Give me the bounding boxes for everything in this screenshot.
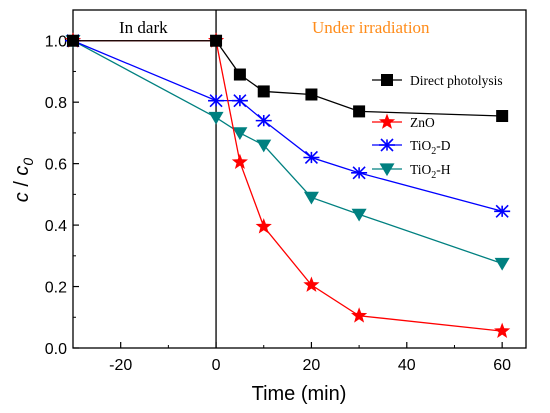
y-axis-title-main: c <box>11 192 33 202</box>
data-point-direct <box>233 68 246 81</box>
data-point-tio2h <box>232 127 248 141</box>
data-point-tio2h <box>208 111 224 125</box>
x-axis-title: Time (min) <box>252 383 347 405</box>
legend: Direct photolysis ZnO TiO2-D TiO2-H <box>372 73 503 181</box>
data-point-tio2d <box>351 166 368 180</box>
data-point-direct <box>353 105 366 118</box>
y-axis-title-subscript: 0 <box>20 158 36 166</box>
y-tick-label: 0.4 <box>45 218 67 235</box>
legend-label-tio2-d-sub: 2 <box>431 146 436 157</box>
data-point-tio2d <box>494 204 511 218</box>
data-point-zno <box>351 307 368 323</box>
x-axis-ticks: -20 0 20 40 60 <box>72 342 511 374</box>
x-tick-label: 60 <box>493 357 511 374</box>
legend-marker-zno <box>378 113 396 129</box>
plot-frame <box>72 9 527 349</box>
legend-label-tio2-d-main: TiO <box>410 138 432 153</box>
y-axis-title-sep: / <box>11 176 33 193</box>
y-axis-title-symbol: c <box>11 166 33 176</box>
x-tick-label: 0 <box>212 357 221 374</box>
data-point-zno <box>255 218 272 234</box>
y-tick-label: 0.6 <box>45 157 67 174</box>
series-tio2d <box>65 34 511 218</box>
x-tick-label: -20 <box>109 357 132 374</box>
y-axis-ticks: 0.0 0.2 0.4 0.6 0.8 1.0 <box>45 9 79 358</box>
y-tick-label: 0.0 <box>45 341 67 358</box>
series-direct <box>67 34 509 123</box>
data-point-tio2d <box>255 114 272 128</box>
legend-marker-direct-photolysis <box>381 74 393 86</box>
y-tick-label: 0.2 <box>45 280 67 297</box>
legend-item-tio2-d: TiO2-D <box>372 138 451 157</box>
data-point-direct <box>496 110 509 123</box>
data-point-tio2h <box>351 208 367 222</box>
data-point-tio2d <box>208 94 225 108</box>
y-tick-label: 0.8 <box>45 95 67 112</box>
legend-label-tio2-h-main: TiO <box>410 162 432 177</box>
legend-label-zno: ZnO <box>410 115 435 130</box>
legend-item-direct-photolysis: Direct photolysis <box>372 73 503 88</box>
data-point-tio2h <box>303 191 319 205</box>
x-tick-label: 40 <box>398 357 416 374</box>
legend-item-zno: ZnO <box>372 113 435 130</box>
data-point-direct <box>67 34 79 47</box>
annotation-under-irradiation: Under irradiation <box>312 18 430 37</box>
annotation-in-dark: In dark <box>119 18 168 37</box>
data-point-zno <box>494 322 511 338</box>
legend-marker-tio2-h <box>379 163 395 177</box>
data-point-tio2h <box>256 139 272 153</box>
data-point-tio2d <box>231 94 248 108</box>
data-point-direct <box>257 85 270 98</box>
legend-item-tio2-h: TiO2-H <box>372 162 451 181</box>
data-point-direct <box>210 34 223 47</box>
legend-label-direct-photolysis: Direct photolysis <box>410 73 503 88</box>
data-point-tio2d <box>303 150 320 165</box>
data-point-zno <box>303 276 320 292</box>
legend-marker-tio2-d <box>379 138 395 152</box>
x-tick-label: 20 <box>303 357 321 374</box>
y-tick-label: 1.0 <box>45 34 67 51</box>
data-point-zno <box>231 153 248 169</box>
data-point-tio2h <box>494 257 510 271</box>
series-line-tio2d <box>72 40 503 212</box>
legend-label-tio2-d: TiO2-D <box>410 138 451 157</box>
series-layer <box>64 32 511 338</box>
legend-label-tio2-d-tail: -D <box>436 138 450 153</box>
legend-label-tio2-h-sub: 2 <box>431 170 436 181</box>
y-axis-title: c / c0 <box>11 158 36 203</box>
legend-label-tio2-h: TiO2-H <box>410 162 451 181</box>
legend-label-tio2-h-tail: -H <box>436 162 450 177</box>
data-point-direct <box>305 88 318 101</box>
